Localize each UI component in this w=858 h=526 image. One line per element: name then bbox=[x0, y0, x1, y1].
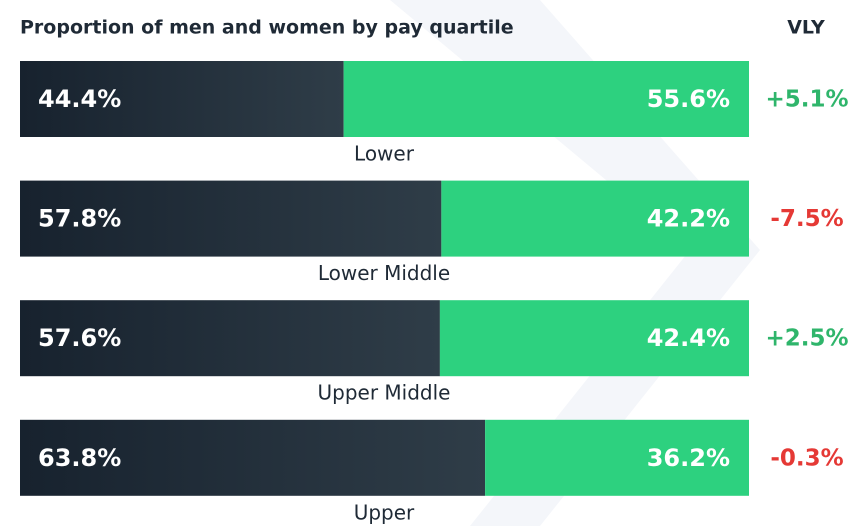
bar-segment bbox=[485, 419, 749, 496]
bar-segment bbox=[441, 180, 749, 257]
bar-label: 57.6% bbox=[38, 324, 121, 352]
bar-label: 55.6% bbox=[647, 85, 730, 113]
bar-segment bbox=[20, 180, 442, 257]
change-label: -0.3% bbox=[770, 445, 843, 471]
bar-label: 63.8% bbox=[38, 444, 121, 472]
change-label: +2.5% bbox=[765, 326, 848, 352]
bar-segment bbox=[20, 61, 344, 137]
bar-segment bbox=[20, 419, 486, 496]
category-label: Upper bbox=[354, 500, 415, 524]
bar-label: 42.2% bbox=[647, 205, 730, 233]
change-label: -7.5% bbox=[770, 206, 843, 232]
change-header: VLY bbox=[787, 17, 825, 39]
bar-label: 36.2% bbox=[647, 444, 730, 472]
chart-title: Proportion of men and women by pay quart… bbox=[20, 17, 514, 39]
bar-segment bbox=[343, 61, 749, 137]
bar-label: 42.4% bbox=[647, 324, 730, 352]
category-label: Upper Middle bbox=[318, 381, 451, 405]
category-label: Lower bbox=[354, 142, 415, 166]
bar-segment bbox=[20, 300, 440, 377]
category-label: Lower Middle bbox=[318, 261, 450, 285]
bar-segment bbox=[439, 300, 749, 377]
change-label: +5.1% bbox=[765, 87, 848, 113]
bar-label: 57.8% bbox=[38, 205, 121, 233]
bar-label: 44.4% bbox=[38, 85, 121, 113]
